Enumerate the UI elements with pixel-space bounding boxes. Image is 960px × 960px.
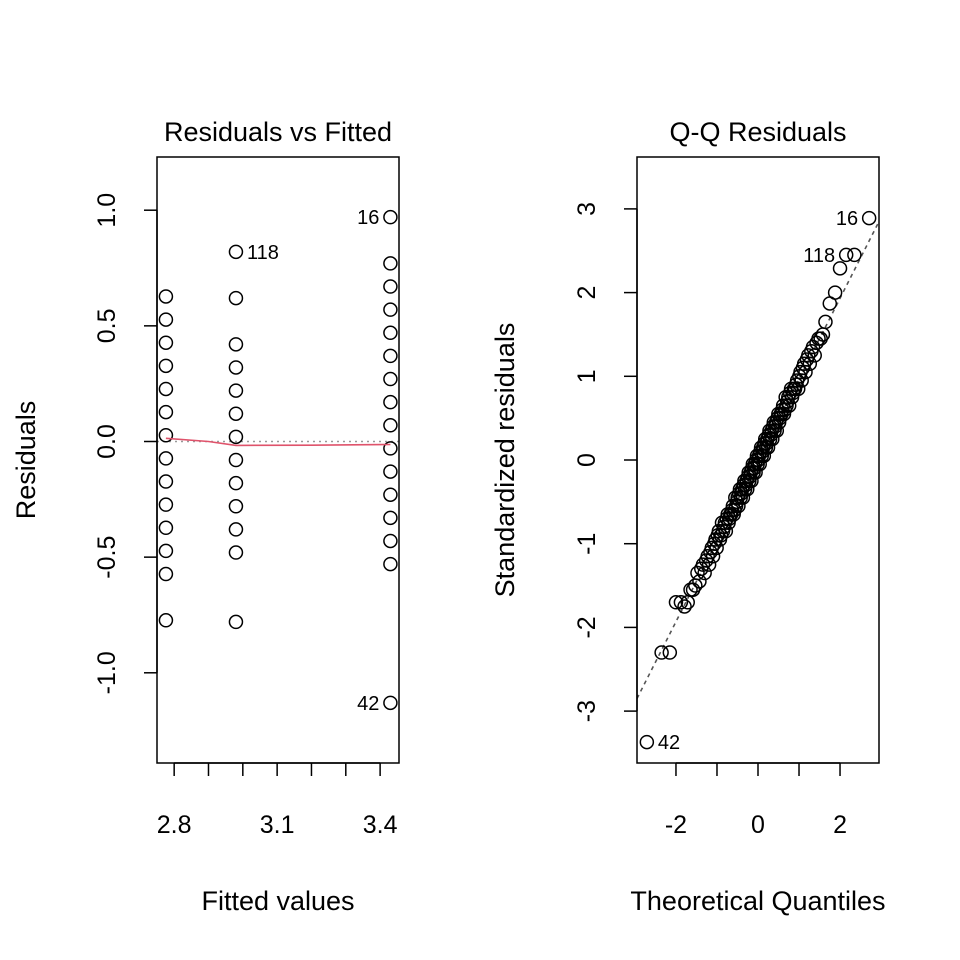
- data-point: [158, 451, 174, 466]
- data-point: [383, 209, 398, 225]
- data-point: [228, 475, 244, 491]
- y-tick-label: 2: [573, 286, 601, 300]
- data-points: [639, 210, 877, 750]
- data-point: [158, 358, 174, 374]
- x-tick-label: 3.1: [260, 811, 295, 839]
- y-tick-label: 1: [573, 369, 601, 383]
- data-point: [228, 244, 244, 260]
- data-point: [383, 487, 398, 502]
- y-tick-label: 0.0: [93, 424, 121, 459]
- data-point: [383, 325, 398, 341]
- data-point: [861, 210, 877, 226]
- data-point: [383, 510, 398, 526]
- y-tick-label: -1: [573, 533, 601, 555]
- data-point: [383, 441, 398, 456]
- data-point: [228, 545, 244, 560]
- data-point: [228, 383, 244, 398]
- data-point: [383, 302, 398, 317]
- point-label: 42: [658, 732, 680, 754]
- y-tick-label: -0.5: [93, 536, 121, 579]
- data-point: [228, 452, 244, 468]
- x-tick-label: 3.4: [363, 811, 398, 839]
- data-point: [158, 497, 174, 512]
- y-tick-label: 3: [573, 202, 601, 216]
- data-point: [673, 595, 689, 610]
- data-point: [383, 371, 398, 387]
- y-axis-label: Standardized residuals: [490, 323, 520, 598]
- data-point: [677, 599, 692, 614]
- x-axis-label: Theoretical Quantiles: [630, 886, 885, 916]
- y-axis-label: Residuals: [11, 401, 41, 520]
- data-point: [228, 522, 244, 537]
- x-tick-label: 2.8: [157, 811, 192, 839]
- point-label: 118: [247, 242, 279, 264]
- data-point: [158, 428, 174, 443]
- panel-title: Residuals vs Fitted: [164, 117, 392, 147]
- data-point: [654, 645, 669, 660]
- x-tick-label: 2: [833, 811, 847, 839]
- data-point: [383, 348, 398, 364]
- point-label: 42: [357, 693, 379, 715]
- data-point: [639, 734, 655, 750]
- data-point: [383, 394, 398, 410]
- data-point: [158, 335, 174, 350]
- point-label: 16: [836, 208, 858, 230]
- data-point: [158, 381, 174, 397]
- data-point: [832, 261, 848, 276]
- data-point: [228, 360, 244, 375]
- data-points: [158, 209, 398, 711]
- data-point: [158, 474, 174, 489]
- x-tick-label: -2: [665, 811, 687, 839]
- x-axis-label: Fitted values: [201, 886, 354, 916]
- data-point: [838, 247, 854, 263]
- point-label: 118: [803, 245, 835, 267]
- y-tick-label: -1.0: [93, 651, 121, 694]
- y-tick-label: 0: [573, 453, 601, 467]
- data-point: [228, 614, 244, 630]
- data-point: [847, 247, 862, 263]
- qq-residuals-panel: Q-Q Residuals Theoretical Quantiles Stan…: [490, 117, 886, 916]
- data-point: [158, 289, 174, 304]
- data-point: [228, 499, 244, 514]
- y-tick-label: 1.0: [93, 193, 121, 228]
- data-point: [827, 285, 843, 300]
- data-point: [801, 348, 816, 363]
- y-tick-label: 0.5: [93, 308, 121, 343]
- data-point: [383, 256, 398, 271]
- data-point: [383, 695, 398, 711]
- data-point: [383, 418, 398, 433]
- data-point: [158, 312, 174, 327]
- data-point: [818, 314, 833, 330]
- y-axis: -1.0 -0.5 0.0 0.5 1.0: [93, 193, 158, 694]
- data-point: [383, 279, 398, 294]
- x-axis: -2 0 2: [665, 762, 847, 839]
- data-point: [662, 645, 678, 660]
- point-label: 16: [357, 207, 379, 229]
- data-point: [796, 356, 812, 371]
- y-axis: -3 -2 -1 0 1 2 3: [573, 202, 638, 722]
- y-tick-label: -2: [573, 616, 601, 638]
- x-tick-label: 0: [751, 811, 765, 839]
- panel-title: Q-Q Residuals: [669, 117, 846, 147]
- data-point: [228, 290, 244, 306]
- data-point: [228, 406, 244, 421]
- data-point: [158, 566, 174, 582]
- x-axis: 2.8 3.1 3.4: [157, 762, 398, 839]
- residuals-vs-fitted-panel: Residuals vs Fitted Fitted values Residu…: [11, 117, 400, 916]
- data-point: [383, 556, 398, 572]
- data-point: [695, 557, 711, 572]
- data-point: [158, 543, 174, 559]
- data-point: [668, 595, 684, 610]
- data-point: [383, 533, 398, 549]
- data-point: [158, 404, 174, 420]
- data-point: [228, 429, 244, 445]
- data-point: [700, 549, 715, 564]
- data-point: [158, 613, 174, 628]
- data-point: [228, 337, 244, 352]
- smoother-line: [165, 437, 391, 447]
- data-point: [383, 464, 398, 479]
- data-point: [158, 520, 174, 536]
- y-tick-label: -3: [573, 700, 601, 722]
